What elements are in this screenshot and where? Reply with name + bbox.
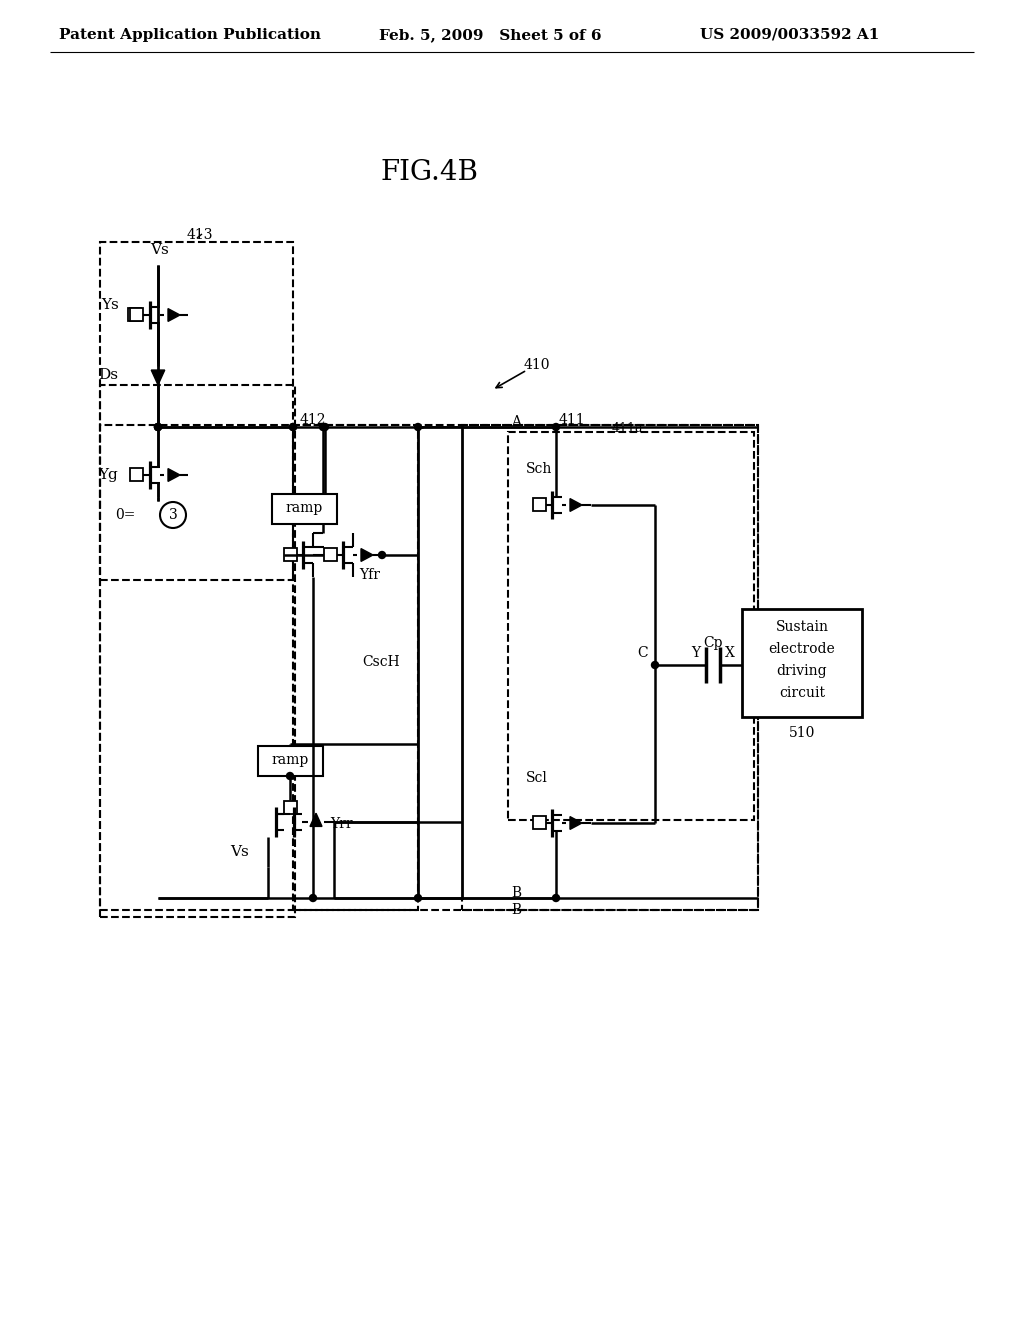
Circle shape	[287, 772, 294, 780]
Circle shape	[553, 895, 559, 902]
Text: C: C	[638, 645, 648, 660]
Text: Feb. 5, 2009   Sheet 5 of 6: Feb. 5, 2009 Sheet 5 of 6	[379, 28, 601, 42]
Text: electrode: electrode	[769, 642, 836, 656]
Circle shape	[155, 424, 162, 430]
Text: 411: 411	[559, 413, 586, 426]
Text: B: B	[511, 886, 521, 900]
Text: Sustain: Sustain	[775, 620, 828, 634]
Bar	[418, 426, 462, 898]
Bar	[130, 308, 143, 321]
Polygon shape	[570, 817, 582, 829]
Bar	[284, 801, 297, 814]
Text: FIG.4B: FIG.4B	[381, 158, 479, 186]
Circle shape	[155, 424, 162, 430]
Text: X: X	[725, 645, 735, 660]
Polygon shape	[152, 370, 165, 385]
Text: 0=: 0=	[115, 508, 135, 521]
Circle shape	[415, 895, 422, 902]
Bar	[742, 609, 862, 717]
Bar	[293, 425, 418, 909]
Text: Y: Y	[691, 645, 700, 660]
Text: 410: 410	[523, 358, 550, 372]
Bar	[324, 548, 337, 561]
Bar	[534, 498, 546, 511]
Text: ramp: ramp	[286, 502, 323, 515]
Polygon shape	[168, 469, 180, 482]
Text: driving: driving	[776, 664, 827, 678]
Text: ramp: ramp	[271, 752, 308, 767]
Text: Sch: Sch	[526, 462, 552, 477]
Bar	[534, 816, 546, 829]
Text: Ys: Ys	[101, 298, 119, 312]
Text: Scl: Scl	[526, 771, 548, 785]
Circle shape	[290, 424, 297, 430]
Circle shape	[319, 424, 327, 430]
Text: Ds: Ds	[98, 368, 118, 381]
Circle shape	[290, 424, 297, 430]
Text: Vs: Vs	[230, 845, 250, 859]
Text: A: A	[511, 414, 521, 429]
Circle shape	[379, 552, 385, 558]
Text: 413: 413	[186, 228, 213, 242]
Polygon shape	[168, 309, 180, 321]
Bar	[130, 469, 143, 480]
Text: 510: 510	[788, 726, 815, 741]
Bar	[272, 494, 337, 524]
Circle shape	[415, 424, 422, 430]
Bar	[258, 746, 323, 776]
Text: CscH: CscH	[362, 656, 400, 669]
Text: Yfr: Yfr	[359, 568, 381, 582]
Bar	[100, 242, 293, 579]
Text: Vs: Vs	[151, 243, 169, 257]
Text: circuit: circuit	[779, 686, 825, 700]
Bar	[100, 385, 295, 917]
Text: Cp: Cp	[703, 636, 723, 649]
Circle shape	[322, 424, 329, 430]
Text: 3: 3	[169, 508, 177, 521]
Text: Yrr: Yrr	[331, 817, 353, 832]
Text: US 2009/0033592 A1: US 2009/0033592 A1	[700, 28, 880, 42]
Text: Patent Application Publication: Patent Application Publication	[59, 28, 321, 42]
Text: 412: 412	[300, 413, 327, 426]
Bar	[128, 308, 141, 321]
Text: Yg: Yg	[98, 469, 118, 482]
Polygon shape	[310, 813, 322, 826]
Circle shape	[309, 895, 316, 902]
Bar	[508, 432, 754, 820]
Text: 411a: 411a	[611, 421, 643, 434]
Polygon shape	[570, 499, 582, 511]
Text: B: B	[511, 903, 521, 917]
Circle shape	[155, 424, 162, 430]
Polygon shape	[361, 549, 373, 561]
Bar	[462, 425, 758, 909]
Circle shape	[553, 424, 559, 430]
Circle shape	[651, 661, 658, 668]
Bar	[284, 548, 297, 561]
Bar	[100, 425, 758, 909]
